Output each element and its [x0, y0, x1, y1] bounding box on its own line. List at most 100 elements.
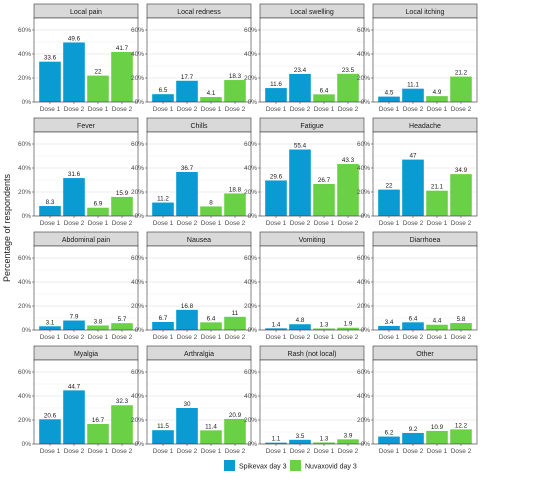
y-tick-label: 60%: [18, 369, 31, 376]
y-tick-label: 20%: [357, 417, 370, 424]
bar-nuvaxovid-day-3-dose-1: [200, 97, 222, 102]
y-tick-label: 20%: [244, 303, 257, 310]
y-tick-label: 20%: [357, 189, 370, 196]
y-tick-label: 0%: [135, 441, 145, 448]
bar-nuvaxovid-day-3-dose-1: [426, 96, 448, 102]
x-tick-label: Dose 2: [290, 220, 311, 227]
bar-nuvaxovid-day-3-dose-2: [450, 174, 472, 216]
panel-chills: Chills 0% 20% 40% 60% 11.2 Dose 1 36.7 Dose 2 8 Do…: [131, 117, 252, 227]
y-tick-label: 40%: [18, 279, 31, 286]
x-tick-label: Dose 1: [266, 106, 287, 113]
x-tick-label: Dose 1: [266, 220, 287, 227]
panel-border: [372, 131, 478, 217]
panel-border: [259, 17, 365, 103]
bar-spikevax-day-3-dose-2: [289, 73, 311, 102]
x-tick-label: Dose 1: [314, 334, 335, 341]
bar-value-label: 4.9: [433, 89, 442, 96]
panel-border: [146, 359, 252, 445]
x-tick-label: Dose 2: [64, 334, 85, 341]
bar-nuvaxovid-day-3-dose-1: [426, 430, 448, 444]
panel-title: Arthralgia: [184, 351, 214, 358]
x-tick-label: Dose 1: [379, 448, 400, 455]
panel-border: [259, 131, 365, 217]
panel-title: Nausea: [187, 237, 211, 244]
x-tick-label: Dose 2: [290, 334, 311, 341]
bar-value-label: 3.9: [344, 432, 353, 439]
y-tick-label: 0%: [135, 99, 145, 106]
x-tick-label: Dose 2: [225, 448, 246, 455]
y-tick-label: 0%: [22, 327, 32, 334]
bar-spikevax-day-3-dose-1: [265, 442, 287, 444]
x-tick-label: Dose 2: [177, 106, 198, 113]
bar-nuvaxovid-day-3-dose-2: [224, 80, 246, 102]
bar-value-label: 4.4: [433, 318, 442, 325]
y-tick-label: 40%: [18, 393, 31, 400]
y-tick-label: 60%: [357, 141, 370, 148]
y-tick-label: 20%: [131, 75, 144, 82]
bar-value-label: 20.6: [44, 412, 57, 419]
panel-title: Abdominal pain: [62, 237, 110, 244]
y-tick-label: 60%: [131, 369, 144, 376]
legend-swatch-nuvaxovid-day-3: [290, 460, 301, 471]
x-tick-label: Dose 2: [338, 334, 359, 341]
bar-spikevax-day-3-dose-1: [378, 189, 400, 216]
bar-value-label: 34.9: [455, 167, 468, 174]
bar-value-label: 11: [232, 310, 239, 317]
panel-border: [259, 359, 365, 445]
bar-spikevax-day-3-dose-1: [152, 202, 174, 216]
bar-value-label: 6.5: [159, 87, 168, 94]
bar-spikevax-day-3-dose-2: [176, 408, 198, 444]
x-tick-label: Dose 2: [338, 220, 359, 227]
bar-nuvaxovid-day-3-dose-1: [200, 322, 222, 330]
legend-label-spikevax-day-3: Spikevax day 3: [239, 464, 287, 471]
bar-value-label: 44.7: [68, 383, 81, 390]
bar-value-label: 22: [94, 69, 102, 76]
bar-nuvaxovid-day-3-dose-2: [337, 73, 359, 102]
bar-value-label: 1.1: [272, 436, 281, 443]
y-tick-label: 40%: [244, 393, 257, 400]
bar-value-label: 18.3: [229, 73, 242, 80]
x-tick-label: Dose 1: [201, 220, 222, 227]
plot-area: [147, 246, 251, 330]
y-tick-label: 20%: [131, 189, 144, 196]
bar-nuvaxovid-day-3-dose-1: [426, 324, 448, 330]
y-tick-label: 60%: [357, 369, 370, 376]
bar-value-label: 11.4: [205, 423, 217, 430]
panel-headache: Headache 0% 20% 40% 60% 22 Dose 1 47 Dose 2 21.1 D…: [357, 117, 478, 227]
bar-spikevax-day-3-dose-2: [63, 390, 85, 444]
bar-spikevax-day-3-dose-2: [402, 159, 424, 216]
bar-value-label: 11.1: [407, 82, 419, 89]
y-tick-label: 0%: [248, 213, 258, 220]
y-tick-label: 40%: [357, 51, 370, 58]
bar-value-label: 16.7: [92, 417, 105, 424]
x-tick-label: Dose 2: [225, 106, 246, 113]
x-tick-label: Dose 1: [427, 106, 448, 113]
bar-value-label: 3.5: [296, 433, 305, 440]
bar-value-label: 21.1: [431, 184, 444, 191]
bar-value-label: 4.8: [296, 317, 305, 324]
bar-value-label: 9.2: [409, 426, 418, 433]
y-tick-label: 20%: [131, 303, 144, 310]
x-tick-label: Dose 2: [451, 220, 472, 227]
x-tick-label: Dose 1: [427, 334, 448, 341]
bar-value-label: 10.9: [431, 424, 444, 431]
y-axis-label: Percentage of respondents: [2, 173, 12, 282]
bar-nuvaxovid-day-3-dose-1: [87, 207, 109, 216]
x-tick-label: Dose 2: [290, 106, 311, 113]
bar-value-label: 15.9: [116, 190, 129, 197]
panel-abdominal-pain: Abdominal pain 0% 20% 40% 60% 3.1 Dose 1 7.9 Dos…: [18, 231, 139, 341]
panel-other: Other 0% 20% 40% 60% 6.2 Dose 1 9.2 Dose 2 10.9 Do…: [357, 345, 478, 455]
panel-fever: Fever 0% 20% 40% 60% 8.3 Dose 1 31.6 Dose 2 6.9 Do…: [18, 117, 139, 227]
y-tick-label: 60%: [244, 369, 257, 376]
bar-value-label: 6.4: [207, 315, 216, 322]
x-tick-label: Dose 1: [153, 334, 174, 341]
bar-nuvaxovid-day-3-dose-2: [337, 164, 359, 216]
x-tick-label: Dose 1: [88, 106, 109, 113]
bar-spikevax-day-3-dose-1: [39, 419, 61, 444]
panel-title: Rash (not local): [287, 351, 336, 358]
y-tick-label: 20%: [18, 189, 31, 196]
y-tick-label: 60%: [244, 255, 257, 262]
bar-value-label: 3.1: [46, 319, 55, 326]
bar-value-label: 11.6: [270, 81, 282, 88]
x-tick-label: Dose 1: [88, 334, 109, 341]
